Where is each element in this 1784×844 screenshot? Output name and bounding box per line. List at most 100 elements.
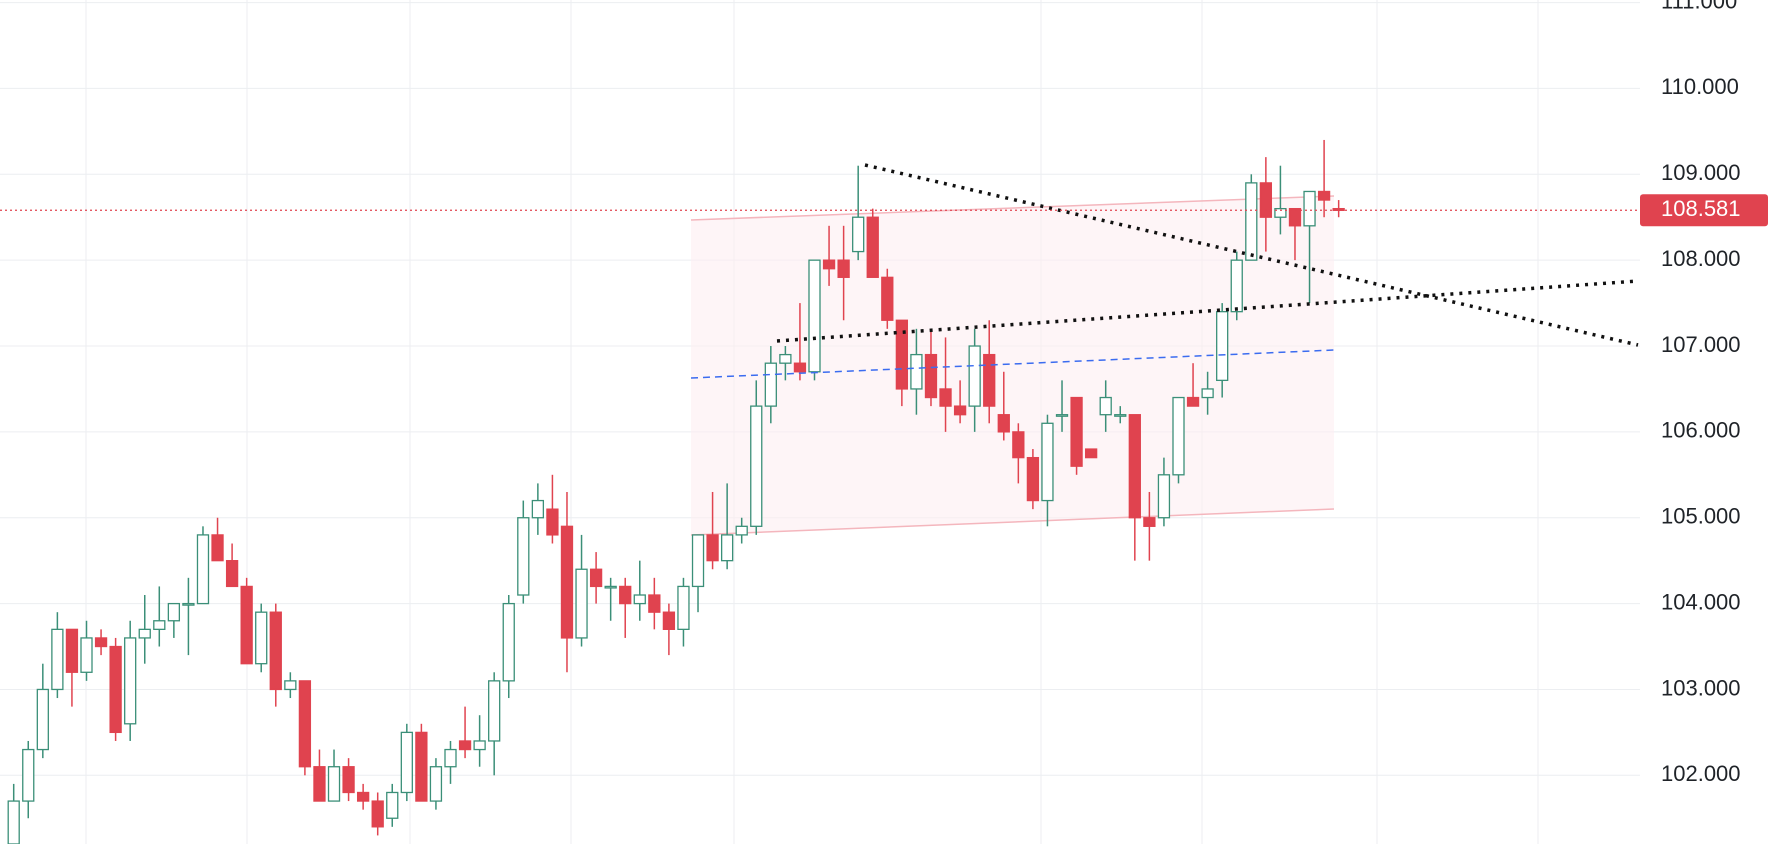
candle-body: [1172, 396, 1185, 476]
candle-body: [648, 594, 661, 613]
channel-top: [690, 195, 1335, 221]
y-tick-label: 106.000: [1661, 418, 1741, 443]
candle-body: [298, 680, 312, 768]
candle-body: [1317, 190, 1331, 201]
candle-body: [793, 362, 807, 373]
candle-body: [1128, 414, 1141, 519]
channel-fill: [691, 196, 1334, 535]
candle-body: [1303, 190, 1316, 227]
candle-body: [604, 585, 617, 589]
candle-body: [153, 620, 166, 631]
candle-body: [1259, 182, 1273, 218]
candle-body: [342, 766, 355, 794]
candle-body: [662, 611, 676, 631]
candle-body: [65, 628, 79, 673]
channel-bottom: [690, 508, 1335, 536]
candle-body: [691, 534, 705, 588]
candle-body: [1026, 456, 1040, 502]
candle-body: [1274, 207, 1287, 218]
y-tick-label: 107.000: [1661, 332, 1741, 357]
candle-body: [284, 680, 297, 691]
candle-body: [895, 319, 909, 390]
candle-body: [852, 216, 865, 253]
candle-body: [7, 800, 20, 844]
candle-body: [720, 534, 734, 562]
candle-body: [997, 414, 1010, 433]
candle-body: [80, 637, 93, 673]
y-tick-label: 111.000: [1661, 0, 1737, 13]
candle-body: [488, 680, 501, 742]
candle-body: [109, 645, 122, 734]
candle-body: [968, 345, 981, 407]
candle-body: [240, 585, 253, 665]
candle-body: [808, 259, 821, 373]
candle-body: [458, 740, 472, 751]
y-tick-label: 108.000: [1661, 246, 1741, 271]
candle-body: [415, 731, 428, 802]
candle-body: [1012, 431, 1025, 459]
candle-body: [167, 602, 181, 622]
candle-body: [255, 611, 268, 665]
candle-body: [1230, 259, 1243, 313]
candle-body: [560, 525, 574, 639]
candle-body: [269, 611, 282, 691]
candle-body: [1201, 388, 1214, 399]
y-tick-label: 102.000: [1661, 761, 1741, 786]
last-price-label: 108.581: [1661, 196, 1741, 221]
candle-body: [1157, 474, 1171, 519]
candle-body: [400, 731, 413, 794]
candle-body: [764, 362, 777, 407]
candle-body: [1099, 396, 1112, 416]
candle-body: [196, 534, 210, 605]
candle-body: [1288, 207, 1302, 227]
trendline-down: [864, 163, 1639, 347]
candle-body: [444, 748, 457, 768]
y-tick-label: 109.000: [1661, 160, 1741, 185]
candles: [7, 139, 1345, 844]
last-price-box: [1640, 194, 1768, 227]
candle-body: [371, 800, 384, 828]
price-axis: 102.000 103.000 104.000 105.000 106.000 107.0…: [0, 0, 1768, 786]
candle-body: [1245, 182, 1258, 261]
candle-body: [517, 517, 530, 596]
candle-body: [313, 766, 326, 802]
candle-body: [1114, 414, 1127, 417]
y-tick-label: 104.000: [1661, 589, 1741, 614]
candle-body: [677, 585, 690, 631]
candle-body: [531, 499, 545, 519]
candle-body: [211, 534, 224, 562]
candle-body: [619, 585, 632, 605]
candle-body: [910, 353, 923, 390]
candle-body: [124, 637, 137, 725]
y-tick-label: 103.000: [1661, 675, 1741, 700]
candle-body: [1055, 414, 1069, 417]
candle-body: [502, 602, 515, 682]
candle-body: [953, 405, 967, 416]
candle-body: [939, 388, 952, 407]
candle-body: [22, 748, 35, 802]
y-tick-label: 105.000: [1661, 504, 1741, 529]
candle-body: [1070, 396, 1083, 467]
candle-body: [779, 353, 792, 364]
candle-body: [589, 568, 603, 588]
candle-body: [356, 791, 370, 802]
candle-body: [1216, 311, 1229, 382]
candle-body: [94, 637, 108, 648]
candle-body: [429, 766, 443, 802]
candle-body: [924, 353, 938, 399]
candle-body: [983, 353, 996, 407]
candle-body: [36, 688, 49, 751]
candle-body: [735, 525, 748, 536]
candle-body: [138, 628, 151, 639]
candle-body: [182, 602, 195, 606]
candle-body: [822, 259, 836, 270]
candle-body: [327, 766, 341, 802]
candle-body: [51, 628, 64, 691]
candle-body: [225, 560, 239, 588]
candle-body: [1041, 422, 1054, 502]
candle-body: [386, 791, 399, 819]
candle-body: [750, 405, 763, 527]
candle-body: [837, 259, 850, 278]
